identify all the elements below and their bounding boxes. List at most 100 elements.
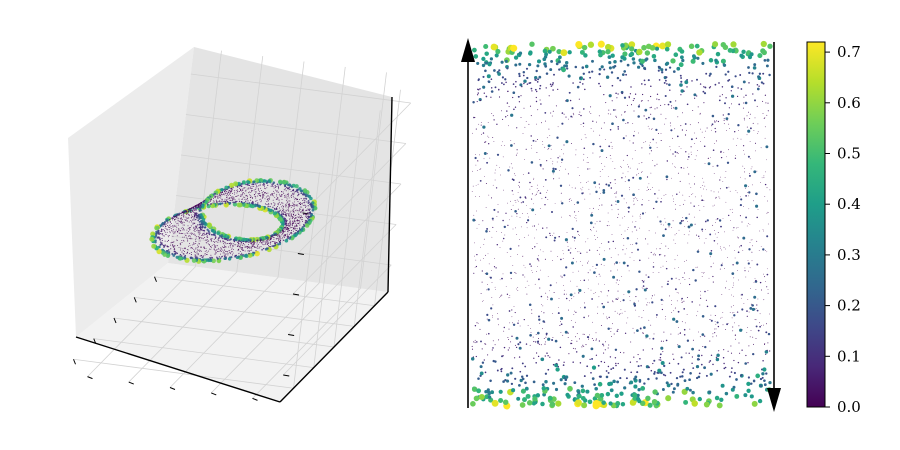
scatter-point	[271, 185, 273, 187]
scatter-point	[279, 209, 281, 211]
scatter-point	[576, 333, 578, 334]
scatter-point	[755, 319, 757, 321]
scatter-point	[592, 142, 595, 146]
scatter-point	[747, 262, 750, 265]
scatter-point	[526, 76, 529, 80]
scatter-point	[629, 93, 632, 95]
scatter-point	[666, 383, 671, 388]
scatter-point	[519, 196, 522, 199]
scatter-point	[291, 227, 292, 229]
scatter-point	[264, 187, 266, 189]
scatter-point	[562, 334, 564, 336]
scatter-point	[676, 152, 678, 154]
scatter-point	[735, 261, 739, 265]
scatter-point	[704, 163, 706, 164]
scatter-point	[587, 288, 589, 290]
scatter-point	[297, 218, 299, 220]
scatter-point	[243, 187, 245, 189]
scatter-point	[615, 362, 617, 365]
scatter-point	[182, 248, 184, 250]
scatter-point	[279, 195, 281, 197]
scatter-point	[747, 155, 750, 158]
scatter-point	[665, 221, 667, 223]
scatter-point	[289, 200, 291, 202]
scatter-point	[277, 206, 278, 207]
scatter-point	[657, 65, 661, 69]
scatter-point	[764, 276, 766, 278]
scatter-point	[579, 76, 582, 79]
scatter-point	[733, 312, 735, 313]
scatter-point	[673, 198, 674, 200]
scatter-point	[623, 352, 625, 354]
scatter-point	[305, 219, 308, 222]
scatter-point	[624, 181, 626, 182]
scatter-point	[617, 254, 619, 256]
scatter-point	[182, 233, 184, 234]
scatter-point	[195, 248, 197, 250]
scatter-point	[536, 123, 537, 125]
scatter-point	[251, 241, 253, 243]
grid-line	[297, 143, 407, 254]
scatter-point	[632, 215, 634, 217]
scatter-point	[575, 217, 577, 219]
scatter-point	[753, 170, 757, 174]
scatter-point	[732, 385, 736, 389]
scatter-point	[764, 126, 766, 128]
scatter-point	[490, 43, 498, 51]
scatter-point	[512, 91, 516, 95]
scatter-point	[655, 232, 656, 234]
scatter-point	[725, 201, 727, 203]
scatter-point	[512, 322, 513, 324]
scatter-point	[762, 100, 764, 102]
scatter-point	[649, 146, 652, 150]
scatter-point	[281, 202, 283, 204]
scatter-point	[524, 365, 527, 368]
scatter-point	[751, 400, 758, 407]
scatter-point	[759, 281, 762, 284]
scatter-point	[229, 199, 231, 201]
scatter-point	[179, 221, 181, 223]
scatter-point	[751, 239, 753, 241]
scatter-point	[274, 185, 276, 187]
scatter-point	[489, 379, 492, 383]
scatter-point	[552, 89, 554, 91]
scatter-point	[561, 162, 563, 163]
scatter-point	[685, 352, 687, 354]
scatter-point	[593, 293, 595, 294]
scatter-point	[645, 337, 647, 339]
scatter-point	[511, 215, 513, 217]
scatter-point	[721, 316, 723, 318]
scatter-point	[675, 208, 676, 210]
scatter-point	[516, 149, 518, 151]
scatter-point	[733, 277, 735, 279]
scatter-point	[501, 277, 503, 280]
scatter-point	[282, 191, 284, 193]
scatter-point	[640, 100, 642, 102]
scatter-point	[651, 295, 653, 297]
scatter-point	[277, 236, 279, 238]
scatter-point	[739, 352, 741, 354]
scatter-point	[755, 308, 757, 309]
scatter-point	[568, 201, 570, 202]
scatter-point	[182, 250, 184, 251]
scatter-point	[704, 185, 706, 187]
scatter-point	[533, 179, 534, 180]
scatter-point	[474, 339, 476, 341]
scatter-point	[178, 229, 180, 231]
scatter-point	[168, 236, 169, 238]
scatter-point	[653, 333, 655, 335]
scatter-point	[641, 162, 642, 164]
scatter-point	[282, 212, 284, 214]
scatter-point	[587, 238, 589, 240]
scatter-point	[214, 242, 216, 244]
scatter-point	[179, 232, 181, 234]
scatter-point	[159, 232, 161, 235]
scatter-point	[710, 250, 713, 252]
scatter-point	[742, 165, 744, 167]
scatter-point	[730, 352, 733, 354]
scatter-point	[605, 102, 607, 104]
scatter-point	[757, 209, 759, 210]
scatter-point	[678, 267, 679, 269]
scatter-point	[674, 234, 676, 236]
scatter-point	[533, 177, 535, 179]
